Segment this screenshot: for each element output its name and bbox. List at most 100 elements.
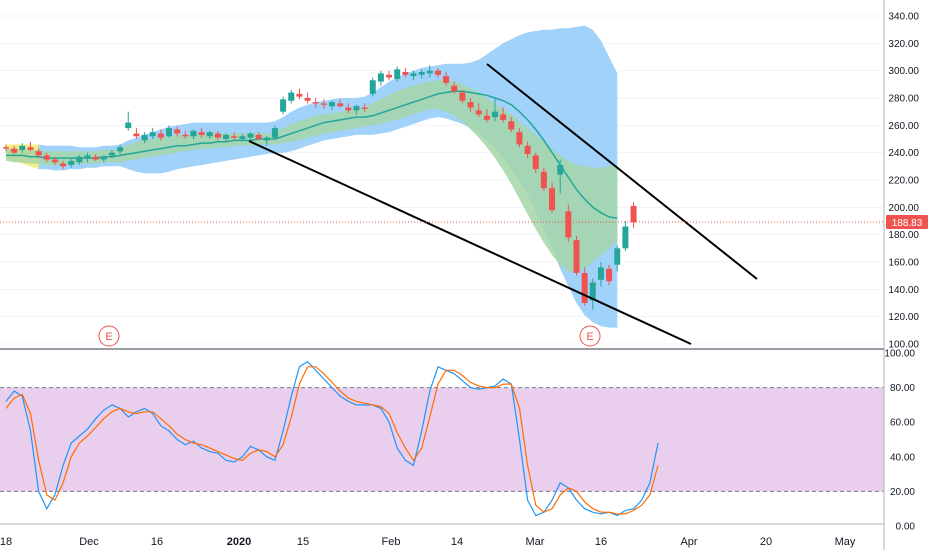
candle-body — [92, 156, 99, 160]
earnings-marker-label: E — [105, 331, 112, 343]
candle — [369, 77, 376, 97]
candle-body — [410, 73, 417, 77]
candle-body — [231, 136, 238, 138]
candle — [483, 108, 490, 123]
candle-body — [108, 152, 115, 156]
candle-body — [223, 134, 230, 139]
candle-body — [532, 155, 539, 170]
candle-body — [540, 171, 547, 189]
candle — [345, 103, 352, 114]
stoch-d-line — [5, 366, 659, 515]
upper-trendline[interactable] — [486, 63, 758, 280]
earnings-marker-1[interactable]: E — [98, 325, 120, 347]
candle-body — [166, 128, 172, 137]
candle-body — [329, 102, 335, 107]
price-tick-label: 120.00 — [888, 312, 919, 323]
stochastic-tick-label: 40.00 — [890, 452, 915, 463]
time-tick-label: Mar — [526, 536, 545, 548]
candle — [557, 159, 564, 194]
price-tick-label: 100.00 — [888, 340, 919, 351]
earnings-marker-2[interactable]: E — [579, 325, 601, 347]
candle — [402, 67, 409, 78]
candle — [271, 125, 278, 139]
candle-body — [60, 163, 67, 167]
stochastic-tick-label: 80.00 — [890, 383, 915, 394]
candle-body — [19, 145, 26, 150]
candle — [214, 130, 221, 141]
candle-body — [589, 282, 596, 301]
price-tick-label: 240.00 — [888, 148, 919, 159]
time-tick-label: 2020 — [227, 536, 251, 548]
candle — [117, 144, 124, 155]
candle — [630, 201, 637, 228]
candle — [190, 129, 197, 139]
candle-body — [27, 147, 34, 150]
candle-body — [369, 80, 376, 94]
candle-body — [320, 103, 327, 105]
candle-body — [557, 164, 564, 175]
candle-body — [386, 74, 393, 78]
candle — [329, 100, 335, 111]
time-tick-label: Apr — [680, 536, 697, 548]
time-tick-label: 20 — [760, 536, 772, 548]
candle-body — [597, 267, 604, 280]
candle — [540, 167, 547, 191]
candle — [11, 145, 18, 155]
candle — [361, 103, 368, 112]
candle — [410, 70, 417, 81]
candle — [394, 66, 401, 82]
candle — [84, 152, 91, 163]
time-axis-ticks[interactable]: 18 Dec 16 2020 15 Feb 14 Mar 16 Apr 20 May — [0, 536, 856, 548]
candle — [288, 89, 295, 104]
candle-body — [426, 70, 433, 74]
price-axis-ticks[interactable]: 340.00 320.00 300.00 280.00 260.00 240.00 220.… — [888, 12, 919, 351]
candle — [418, 69, 425, 79]
candle — [304, 92, 311, 104]
candle — [51, 156, 58, 165]
candle — [133, 128, 140, 139]
time-tick-label: 14 — [451, 536, 463, 548]
candle — [206, 130, 213, 139]
candle — [280, 96, 287, 115]
stochastic-tick-label: 60.00 — [890, 418, 915, 429]
candlesticks — [3, 65, 637, 310]
last-price-label: 188.83 — [892, 218, 923, 229]
stochastic-axis-ticks[interactable]: 100.00 80.00 60.00 40.00 20.00 0.00 — [884, 349, 915, 533]
candle-body — [51, 159, 58, 163]
earnings-markers: E E — [98, 325, 601, 347]
candle — [606, 264, 613, 286]
candle — [247, 132, 254, 141]
candle-body — [141, 134, 148, 141]
candle-body — [35, 151, 42, 156]
price-tick-label: 260.00 — [888, 121, 919, 132]
candle — [597, 262, 604, 287]
stochastic-tick-label: 100.00 — [884, 349, 915, 360]
candle — [35, 148, 42, 159]
stoch-k-line — [5, 360, 659, 517]
candle-body — [43, 155, 50, 160]
candle — [508, 117, 515, 133]
candle-body — [614, 248, 621, 265]
candle — [434, 67, 441, 78]
candle-body — [182, 134, 189, 137]
candle — [157, 129, 164, 141]
candle-body — [492, 111, 498, 118]
candle — [614, 245, 621, 272]
candle-body — [296, 93, 303, 97]
candle — [532, 152, 539, 174]
candle — [182, 130, 189, 139]
candle — [255, 132, 262, 141]
candle-body — [361, 107, 368, 109]
candle-body — [157, 133, 164, 138]
candle — [500, 107, 507, 123]
lower-trendline[interactable] — [248, 140, 692, 345]
candle — [622, 221, 629, 252]
inner-band — [6, 80, 618, 273]
candle — [166, 125, 172, 138]
candle-body — [475, 110, 482, 115]
candle-body — [434, 70, 441, 75]
candle-body — [500, 114, 507, 120]
candle — [426, 65, 433, 78]
candle — [589, 278, 596, 310]
candle — [573, 236, 580, 276]
